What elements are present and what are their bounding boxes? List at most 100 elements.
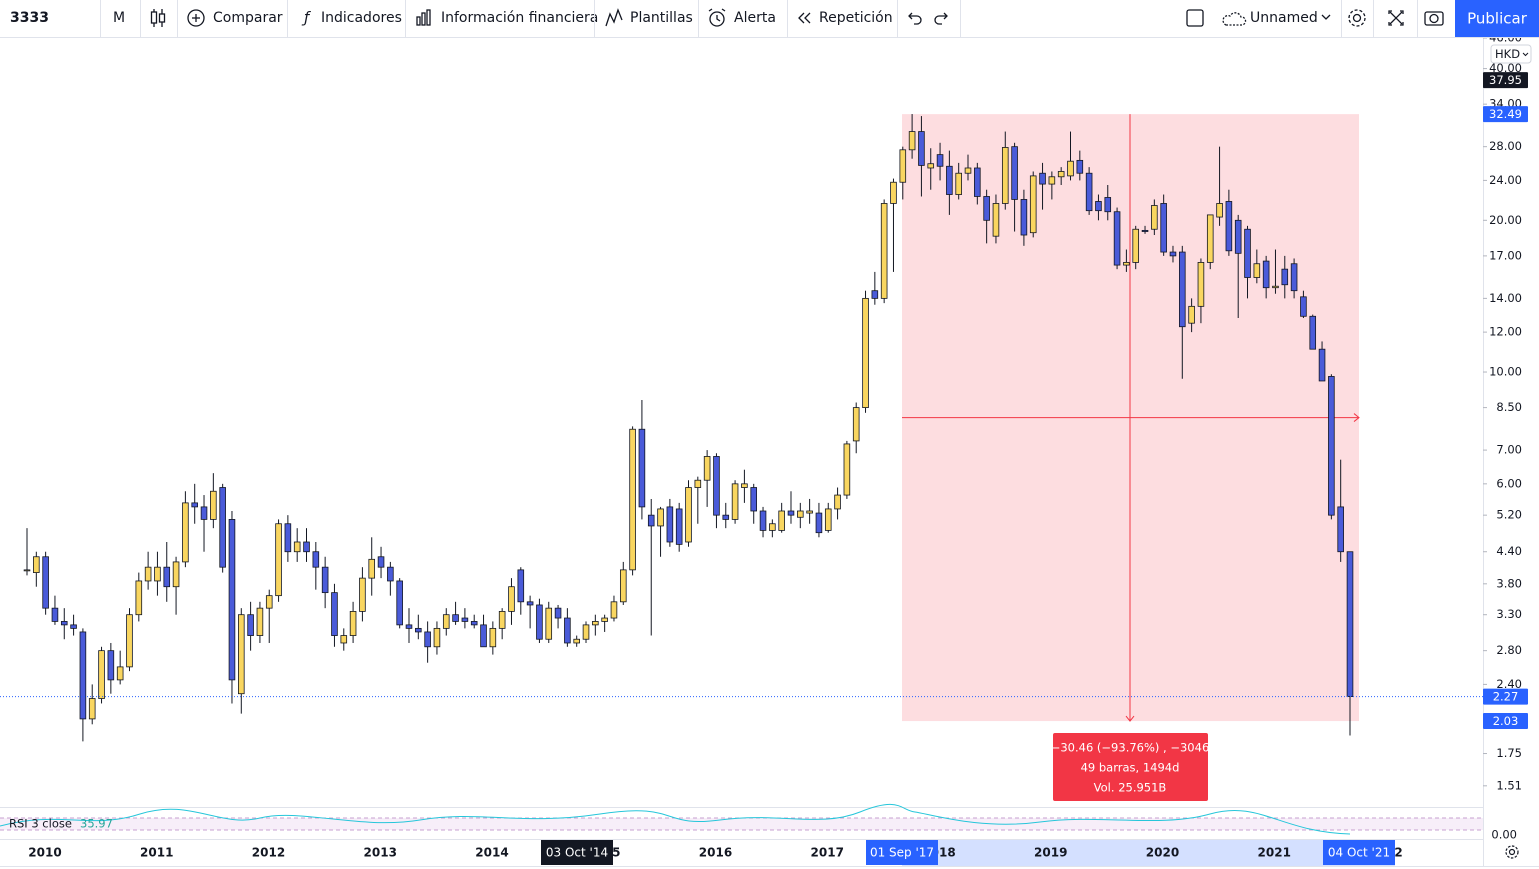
candle-body [759,510,767,531]
price-badge [1483,713,1528,730]
toolbar-item[interactable]: Alerta [734,10,776,26]
candle-body [60,621,68,626]
candle-body [1290,263,1298,292]
y-tick-label: 1.75 [1496,746,1522,760]
y-tick-label: 20.00 [1489,213,1522,227]
candle-body [647,514,655,527]
candle-body [1188,305,1195,324]
candle-body [862,297,869,408]
redo-icon[interactable] [934,12,948,25]
candle-body [1244,228,1251,278]
date-badge-label: 01 Sep '17 [870,846,934,860]
y-tick-label: 5.20 [1496,508,1522,522]
candle-body [517,569,525,603]
candle-body [191,502,198,508]
financials-icon[interactable] [416,9,431,26]
candle-body [1253,263,1261,278]
measure-arrow-down [1125,715,1135,722]
undo-icon[interactable] [908,12,922,25]
price-axis-bg [1483,38,1539,869]
candle-body [1001,147,1009,204]
chevron[interactable] [1321,14,1331,20]
candle-body [1281,268,1289,286]
toolbar-item[interactable]: Plantillas [630,10,693,26]
candle-body [88,698,96,720]
candle-body [1337,506,1344,553]
currency-button[interactable] [1490,44,1532,64]
candle-body [992,203,1000,237]
x-tick-label: 2011 [140,846,173,860]
candle-body [387,566,394,582]
publish-label[interactable]: Publicar [1467,10,1528,28]
candle-icon[interactable] [150,9,166,27]
replay-icon[interactable] [798,12,811,24]
candle-body [489,627,497,648]
x-tick-label: 2013 [364,846,397,860]
candle-body [815,512,823,534]
candle-body [107,650,115,681]
candle-body [331,592,338,636]
candle-body [787,510,795,516]
date-badge [1323,840,1395,865]
candle-body [135,580,143,616]
camera-icon[interactable] [1424,11,1444,26]
toolbar-item[interactable]: Repetición [819,10,893,26]
candle-body [442,614,450,629]
settings-icon[interactable] [1348,9,1366,27]
candle-body [797,510,804,518]
candle-body [834,494,841,510]
toolbar-item[interactable]: Comparar [213,10,283,26]
candle-body [964,167,972,174]
candle-body [1206,214,1214,263]
toolbar-item[interactable]: Indicadores [321,10,402,26]
measure-tooltip [1053,733,1208,801]
compare-icon[interactable] [187,9,205,27]
candle-body [582,624,590,640]
fullscreen-icon[interactable] [1388,10,1404,26]
candle-body [601,617,608,622]
candle-body [769,523,776,531]
candle-body [545,607,553,640]
candle-body [480,624,487,648]
price-badge-label: 37.95 [1489,73,1522,87]
currency-label[interactable]: HKD [1495,47,1520,61]
candle-body [303,541,310,553]
candle-body [1262,260,1270,289]
symbol[interactable]: 3333 [10,10,49,26]
publish-button[interactable] [1455,0,1539,37]
candle-body [1039,172,1046,185]
measure-tooltip-line: Vol. 25.951B [1094,781,1167,795]
candle-body [713,456,720,516]
candle-body [340,635,348,644]
candle-body [396,580,403,626]
fx-icon[interactable]: ƒ [301,9,311,27]
axis-settings-icon[interactable] [1505,845,1519,859]
candle-body [452,614,459,622]
cloud-icon[interactable] [1222,12,1247,26]
candle-body [1095,201,1102,212]
interval[interactable]: M [113,10,125,26]
candle-body [424,631,431,648]
x-tick-label: 2016 [699,846,732,860]
candle-body [871,290,879,299]
alert-icon[interactable] [708,8,726,27]
candle-body [219,487,226,568]
candle-body [666,506,674,543]
date-badge [866,840,938,865]
toolbar-item[interactable]: Información financiera [441,10,598,26]
candle-body [1272,285,1279,289]
candle-body [498,611,506,629]
price-badge-label: 2.27 [1493,690,1519,704]
candle-body [1346,551,1354,697]
x-tick-label: 2019 [1034,846,1067,860]
templates-icon[interactable] [605,8,623,27]
candle-body [1029,175,1037,234]
candle-body [116,666,124,681]
layout-name[interactable]: Unnamed [1250,10,1318,26]
candle-body [1057,171,1065,178]
x-tick-label: 2010 [28,846,61,860]
candle-body [405,624,413,629]
layout-icon[interactable] [1186,9,1204,27]
toolbar-bg [0,0,1539,37]
